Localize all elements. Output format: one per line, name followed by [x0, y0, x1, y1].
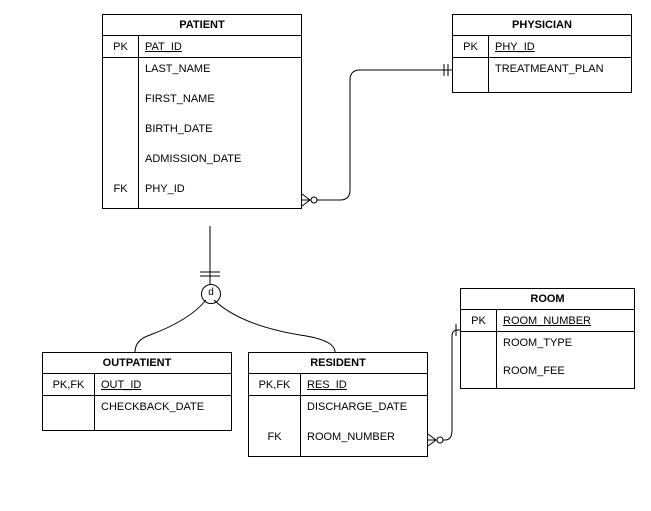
entity-outpatient: OUTPATIENT PK,FK OUT_ID CHECKBACK_DATE — [42, 352, 232, 431]
totality-bar — [200, 272, 220, 276]
patient-row0-attr: PAT_ID — [139, 36, 301, 58]
patient-row2-key — [103, 88, 138, 118]
physician-row0-attr: PHY_ID — [489, 36, 631, 58]
patient-row0-key: PK — [103, 36, 138, 58]
resident-row1-attr: DISCHARGE_DATE — [301, 396, 427, 426]
patient-row5-key: FK — [103, 178, 138, 208]
outpatient-row1-attr: CHECKBACK_DATE — [95, 396, 231, 430]
crowfoot-patient-side — [302, 194, 310, 206]
entity-room: ROOM PK ROOM_NUMBER ROOM_TYPE ROOM_FEE — [460, 288, 635, 389]
erd-canvas: PATIENT PK FK PAT_ID LAST_NAME FIRST_NAM… — [0, 0, 651, 511]
connector-patient-physician — [302, 70, 452, 200]
outpatient-row0-attr: OUT_ID — [95, 374, 231, 396]
patient-row2-attr: FIRST_NAME — [139, 88, 301, 118]
resident-row2-attr: ROOM_NUMBER — [301, 426, 427, 456]
resident-row2-key: FK — [249, 426, 300, 456]
physician-row1-attr: TREATMEANT_PLAN — [489, 58, 631, 92]
patient-row4-attr: ADMISSION_DATE — [139, 148, 301, 178]
patient-row3-key — [103, 118, 138, 148]
outpatient-row0-key: PK,FK — [43, 374, 94, 396]
entity-resident-title: RESIDENT — [249, 353, 427, 374]
specialization-d-symbol: d — [201, 284, 221, 304]
room-row1-key — [461, 332, 496, 360]
entity-outpatient-title: OUTPATIENT — [43, 353, 231, 374]
circle-patient-side — [311, 197, 317, 203]
room-row0-key: PK — [461, 310, 496, 332]
entity-physician: PHYSICIAN PK PHY_ID TREATMEANT_PLAN — [452, 14, 632, 93]
patient-row5-attr: PHY_ID — [139, 178, 301, 208]
resident-row0-key: PK,FK — [249, 374, 300, 396]
connector-resident-room — [428, 330, 460, 440]
outpatient-row1-key — [43, 396, 94, 430]
entity-patient-title: PATIENT — [103, 15, 301, 36]
bar-physician-side — [444, 64, 448, 76]
circle-resident-side — [437, 437, 443, 443]
patient-row3-attr: BIRTH_DATE — [139, 118, 301, 148]
entity-patient: PATIENT PK FK PAT_ID LAST_NAME FIRST_NAM… — [102, 14, 302, 209]
resident-row1-key — [249, 396, 300, 426]
patient-row1-key — [103, 58, 138, 88]
crowfoot-resident-side — [428, 434, 436, 446]
entity-physician-title: PHYSICIAN — [453, 15, 631, 36]
room-row2-key — [461, 360, 496, 388]
entity-resident: RESIDENT PK,FK FK RES_ID DISCHARGE_DATE … — [248, 352, 428, 457]
patient-row4-key — [103, 148, 138, 178]
room-row1-attr: ROOM_TYPE — [497, 332, 634, 360]
room-row0-attr: ROOM_NUMBER — [497, 310, 634, 332]
physician-row0-key: PK — [453, 36, 488, 58]
connector-d-outpatient — [135, 300, 206, 352]
room-row2-attr: ROOM_FEE — [497, 360, 634, 388]
physician-row1-key — [453, 58, 488, 92]
resident-row0-attr: RES_ID — [301, 374, 427, 396]
entity-room-title: ROOM — [461, 289, 634, 310]
connector-d-resident — [214, 300, 335, 352]
patient-row1-attr: LAST_NAME — [139, 58, 301, 88]
